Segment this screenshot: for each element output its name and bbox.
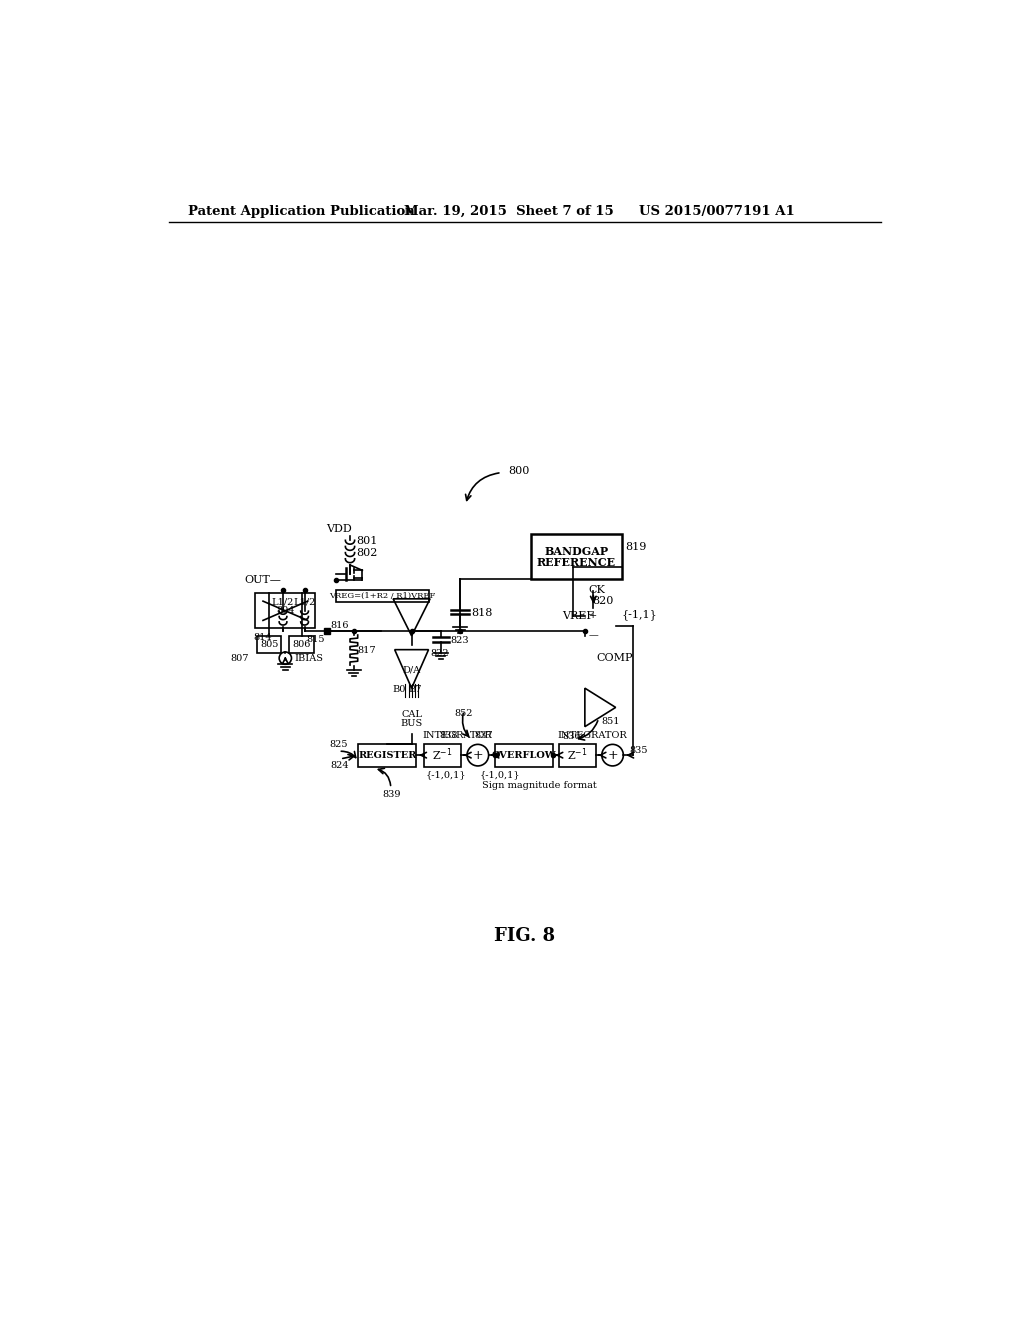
Text: 838: 838 — [439, 731, 458, 739]
Text: {-1,0,1}: {-1,0,1} — [425, 771, 466, 780]
Text: REFERENCE: REFERENCE — [537, 557, 616, 568]
Text: +: + — [607, 748, 617, 762]
Text: 806: 806 — [292, 640, 310, 648]
Text: INTEGRATOR: INTEGRATOR — [422, 731, 493, 739]
Text: 823: 823 — [451, 636, 469, 644]
Text: OUT—: OUT— — [245, 576, 282, 585]
Text: 804: 804 — [276, 606, 295, 615]
Text: FIG. 8: FIG. 8 — [495, 927, 555, 945]
Text: CK: CK — [589, 585, 605, 595]
Text: 836: 836 — [562, 731, 581, 741]
Text: 805: 805 — [260, 640, 279, 648]
Text: —: — — [589, 631, 598, 640]
Text: L1/2: L1/2 — [271, 598, 294, 607]
Text: BANDGAP: BANDGAP — [545, 546, 608, 557]
Text: IBIAS: IBIAS — [295, 653, 324, 663]
Text: US 2015/0077191 A1: US 2015/0077191 A1 — [639, 205, 795, 218]
Text: BUS: BUS — [400, 719, 423, 727]
Text: 815: 815 — [307, 635, 326, 644]
Text: B7: B7 — [409, 685, 422, 694]
Text: 817: 817 — [357, 645, 377, 655]
Text: 801: 801 — [356, 536, 378, 545]
Text: 824: 824 — [331, 762, 349, 771]
Text: B0: B0 — [392, 685, 406, 694]
Text: 818: 818 — [472, 609, 493, 618]
Text: Z$^{-1}$: Z$^{-1}$ — [432, 747, 453, 763]
Text: 837: 837 — [475, 731, 494, 739]
Text: 800: 800 — [508, 466, 529, 477]
Text: L1/2: L1/2 — [294, 598, 315, 607]
Text: 819: 819 — [626, 543, 647, 552]
Text: Sign magnitude format: Sign magnitude format — [481, 780, 596, 789]
Text: CAL: CAL — [401, 710, 422, 718]
Text: 822: 822 — [431, 649, 450, 657]
Text: Mar. 19, 2015  Sheet 7 of 15: Mar. 19, 2015 Sheet 7 of 15 — [403, 205, 613, 218]
Text: 807: 807 — [230, 653, 249, 663]
Text: 825: 825 — [330, 741, 348, 748]
Text: VDD: VDD — [327, 524, 352, 535]
Text: INTEGRATOR: INTEGRATOR — [557, 731, 627, 739]
Text: 814: 814 — [254, 632, 272, 642]
Text: VREG=(1+R2 / R1)VREF: VREG=(1+R2 / R1)VREF — [329, 591, 435, 599]
Text: D/A: D/A — [402, 665, 421, 675]
Text: +: + — [589, 611, 597, 620]
Text: 852: 852 — [455, 709, 473, 718]
Text: {-1,1}: {-1,1} — [622, 609, 657, 619]
Text: +: + — [472, 748, 483, 762]
Text: REGISTER: REGISTER — [358, 751, 417, 759]
Text: VREF: VREF — [562, 611, 594, 620]
Text: OVERFLOW: OVERFLOW — [492, 751, 556, 759]
Text: 820: 820 — [593, 595, 614, 606]
Text: 839: 839 — [382, 789, 400, 799]
Text: 851: 851 — [601, 717, 620, 726]
Text: Patent Application Publication: Patent Application Publication — [188, 205, 415, 218]
Text: {-1,0,1}: {-1,0,1} — [479, 771, 520, 780]
Text: 835: 835 — [630, 746, 648, 755]
Text: Z$^{-1}$: Z$^{-1}$ — [567, 747, 588, 763]
Text: COMP: COMP — [596, 653, 633, 663]
Text: 802: 802 — [356, 548, 378, 557]
Text: 816: 816 — [331, 620, 349, 630]
